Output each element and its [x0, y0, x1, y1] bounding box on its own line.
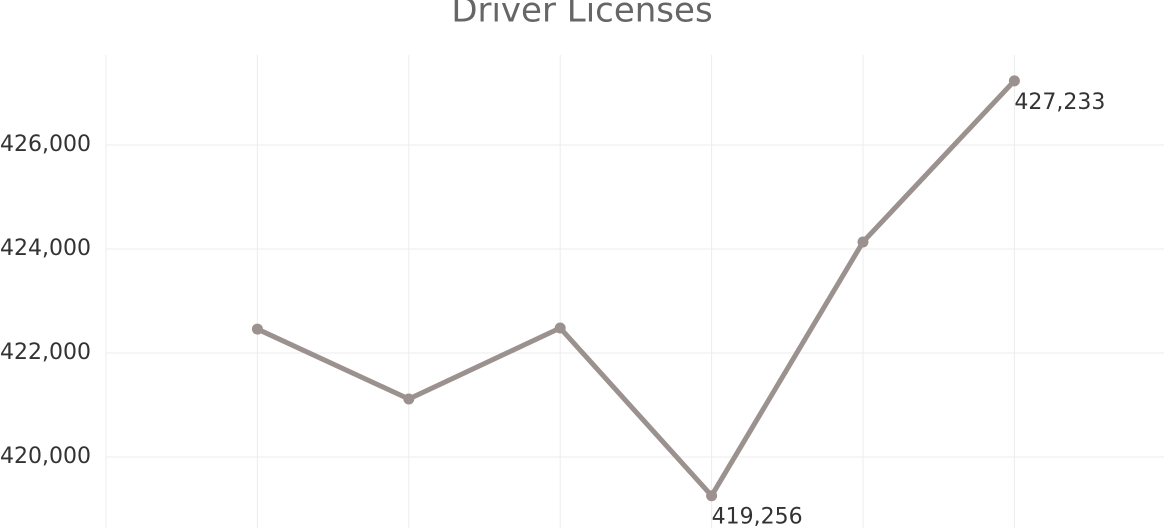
line: [256, 79, 1017, 499]
point: [857, 236, 869, 248]
data-label: 419,256: [712, 505, 803, 528]
y-tick-label: 422,000: [0, 340, 91, 365]
y-tick-label: 424,000: [0, 236, 91, 261]
chart-title: Driver Licenses: [451, 0, 712, 31]
point: [706, 490, 718, 502]
point: [1008, 75, 1020, 87]
y-tick-label: 426,000: [0, 132, 91, 157]
point: [554, 322, 566, 334]
y-tick-label: 420,000: [0, 444, 91, 469]
data-label: 427,233: [1014, 90, 1105, 115]
point: [251, 323, 263, 335]
point: [403, 393, 415, 405]
